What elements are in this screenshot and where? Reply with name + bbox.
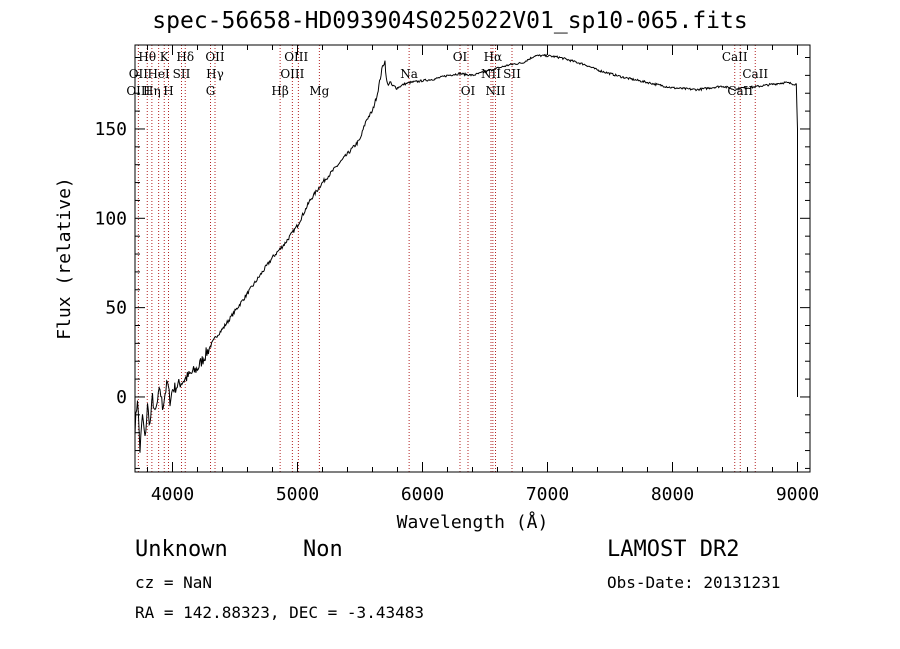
line-label: OII: [205, 50, 225, 64]
line-label: CaII: [742, 67, 768, 81]
line-label: OIII: [280, 67, 304, 81]
line-label: HeI: [147, 67, 170, 81]
x-tick-label: 9000: [776, 484, 819, 505]
line-label: K: [160, 50, 170, 64]
x-tick-label: 4000: [151, 484, 194, 505]
line-label: Hγ: [206, 67, 224, 81]
line-label: Hβ: [271, 84, 288, 98]
line-label: G: [206, 84, 216, 98]
line-label: SII: [503, 67, 521, 81]
chart-title: spec-56658-HD093904S025022V01_sp10-065.f…: [152, 8, 748, 34]
line-markers: [137, 45, 756, 472]
line-label: OI: [461, 84, 476, 98]
x-axis-label: Wavelength (Å): [397, 511, 549, 533]
line-label: Hη: [143, 84, 161, 98]
object-class: Unknown: [135, 537, 228, 562]
line-label: Hα: [484, 50, 503, 64]
x-tick-label: 7000: [526, 484, 569, 505]
line-label: H: [163, 84, 173, 98]
line-label: Hθ: [138, 50, 156, 64]
spectrum-series: [134, 53, 798, 453]
line-label: Mg: [309, 84, 329, 98]
coordinates-text: RA = 142.88323, DEC = -3.43483: [135, 603, 424, 622]
object-subclass: Non: [303, 537, 343, 562]
line-label: SII: [173, 67, 191, 81]
line-label: Hδ: [176, 50, 194, 64]
line-label: CaII: [727, 84, 753, 98]
line-label: CaII: [722, 50, 748, 64]
y-tick-label: 50: [105, 298, 127, 319]
redshift-text: cz = NaN: [135, 573, 213, 592]
x-tick-label: 6000: [401, 484, 444, 505]
plot-frame: [134, 44, 811, 473]
y-tick-label: 0: [116, 387, 127, 408]
line-label: Na: [400, 67, 418, 81]
axis-ticks: 4000 5000 6000 7000 8000 9000 0 50 100 150: [94, 45, 819, 505]
obs-date-text: Obs-Date: 20131231: [607, 573, 781, 592]
x-tick-label: 5000: [276, 484, 319, 505]
line-label: OII: [129, 67, 149, 81]
y-axis-label: Flux (relative): [54, 177, 75, 340]
line-label: OIII: [126, 84, 150, 98]
line-label: OI: [453, 50, 468, 64]
line-label: NII: [486, 84, 506, 98]
y-tick-label: 150: [94, 119, 127, 140]
spectrum-line: [134, 53, 798, 453]
y-tick-label: 100: [94, 208, 127, 229]
line-label: OIII: [284, 50, 308, 64]
survey-name: LAMOST DR2: [607, 537, 740, 562]
x-tick-label: 8000: [651, 484, 694, 505]
